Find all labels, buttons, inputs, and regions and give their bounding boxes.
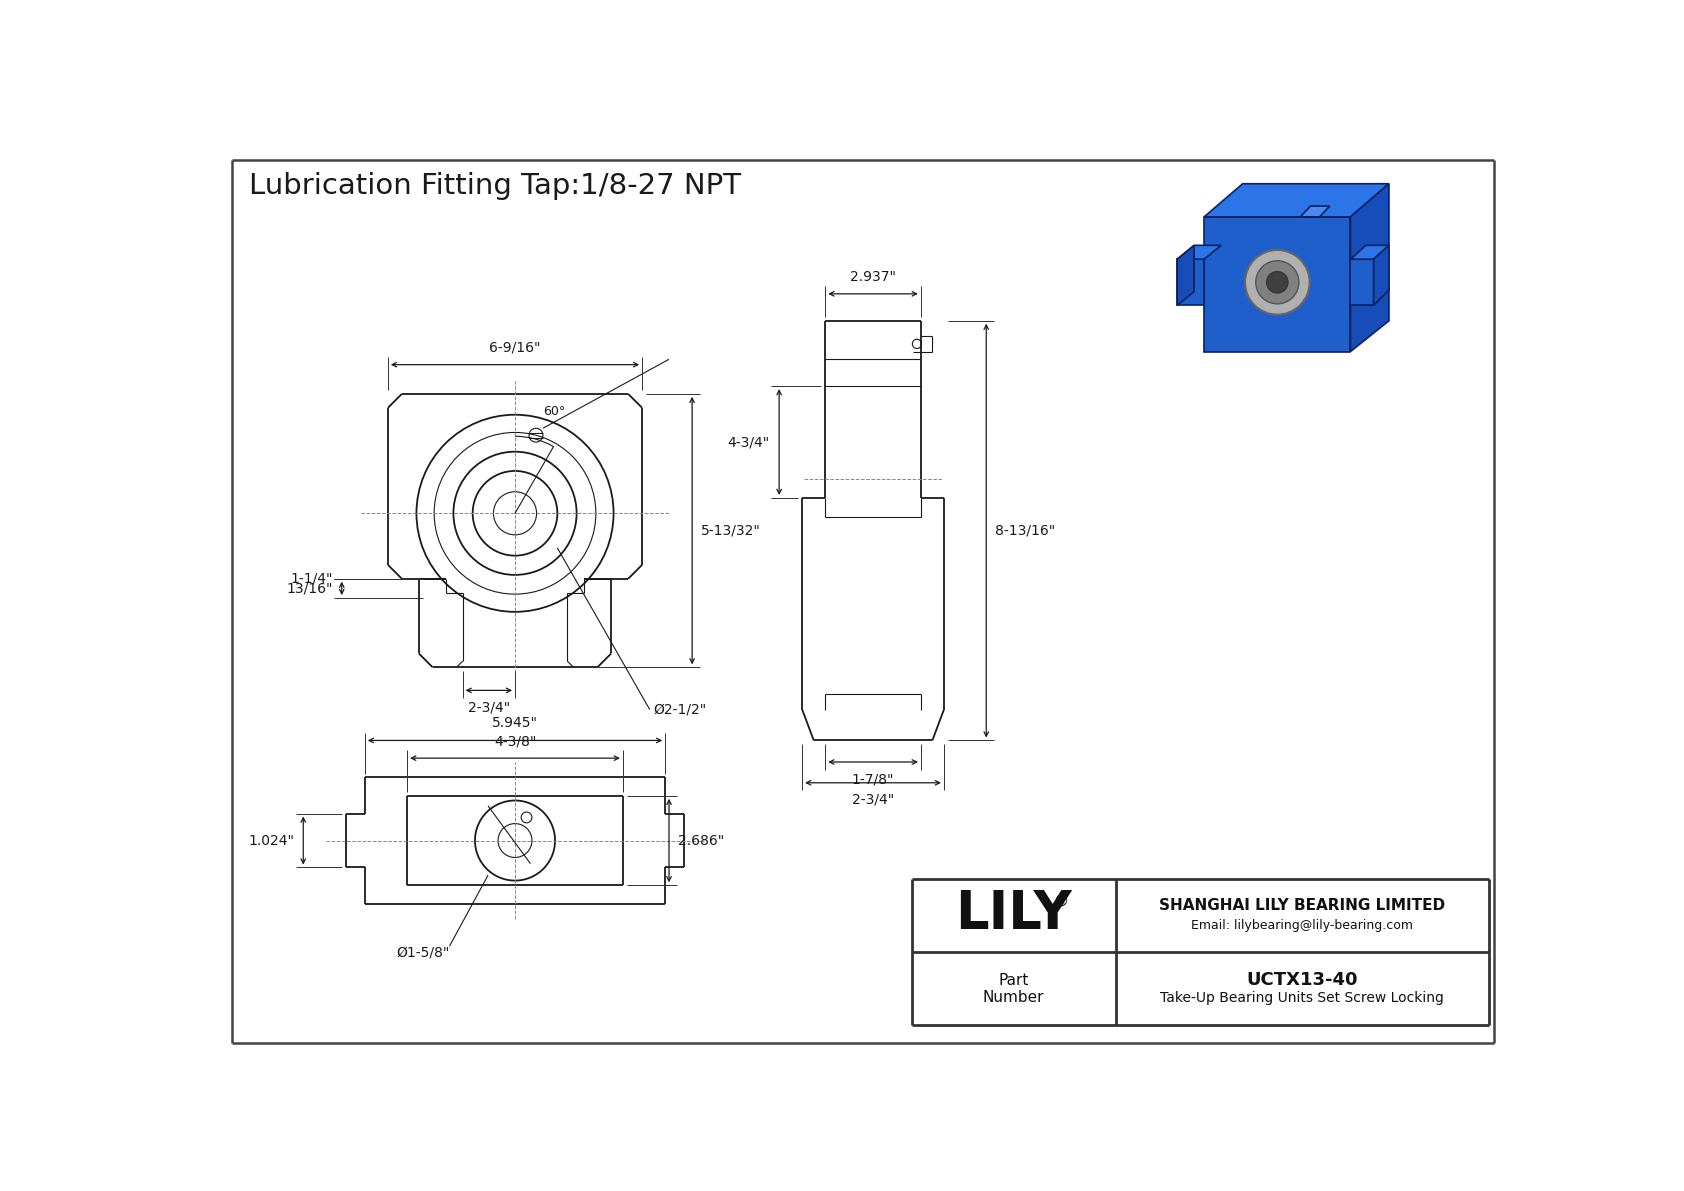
Polygon shape xyxy=(1300,206,1330,217)
Text: 2-3/4": 2-3/4" xyxy=(852,793,894,806)
Text: 4-3/8": 4-3/8" xyxy=(493,734,536,748)
Text: 2.686": 2.686" xyxy=(679,834,724,848)
Text: Ø2-1/2": Ø2-1/2" xyxy=(653,703,707,717)
Circle shape xyxy=(1244,250,1310,314)
Text: 5.945": 5.945" xyxy=(492,717,537,730)
Text: 2-3/4": 2-3/4" xyxy=(468,700,510,715)
Circle shape xyxy=(1256,261,1298,304)
Text: UCTX13-40: UCTX13-40 xyxy=(1246,971,1357,989)
Text: 1-1/4": 1-1/4" xyxy=(290,572,332,586)
Polygon shape xyxy=(1204,183,1389,217)
Text: Email: lilybearing@lily-bearing.com: Email: lilybearing@lily-bearing.com xyxy=(1191,919,1413,933)
Text: 8-13/16": 8-13/16" xyxy=(995,524,1056,537)
Text: 1.024": 1.024" xyxy=(248,834,295,848)
Polygon shape xyxy=(1351,245,1389,260)
Text: 6-9/16": 6-9/16" xyxy=(490,341,541,355)
Polygon shape xyxy=(1177,260,1204,305)
Text: Lubrication Fitting Tap:1/8-27 NPT: Lubrication Fitting Tap:1/8-27 NPT xyxy=(249,172,741,200)
Text: 2.937": 2.937" xyxy=(850,270,896,283)
Polygon shape xyxy=(1374,245,1389,305)
Text: ®: ® xyxy=(1054,894,1069,909)
Text: 13/16": 13/16" xyxy=(286,581,332,596)
Text: Part
Number: Part Number xyxy=(982,973,1044,1005)
Polygon shape xyxy=(1177,245,1221,260)
Text: 60°: 60° xyxy=(544,405,566,418)
Text: 5-13/32": 5-13/32" xyxy=(701,524,761,537)
Text: 1-7/8": 1-7/8" xyxy=(852,772,894,786)
Polygon shape xyxy=(1177,245,1194,305)
Text: Take-Up Bearing Units Set Screw Locking: Take-Up Bearing Units Set Screw Locking xyxy=(1160,991,1445,1005)
Circle shape xyxy=(1266,272,1288,293)
Polygon shape xyxy=(1204,217,1351,351)
Text: SHANGHAI LILY BEARING LIMITED: SHANGHAI LILY BEARING LIMITED xyxy=(1159,898,1445,913)
Text: LILY: LILY xyxy=(955,888,1071,940)
Text: Ø1-5/8": Ø1-5/8" xyxy=(396,946,450,959)
Text: 4-3/4": 4-3/4" xyxy=(727,435,770,449)
Polygon shape xyxy=(1351,183,1389,351)
Polygon shape xyxy=(1351,260,1374,305)
